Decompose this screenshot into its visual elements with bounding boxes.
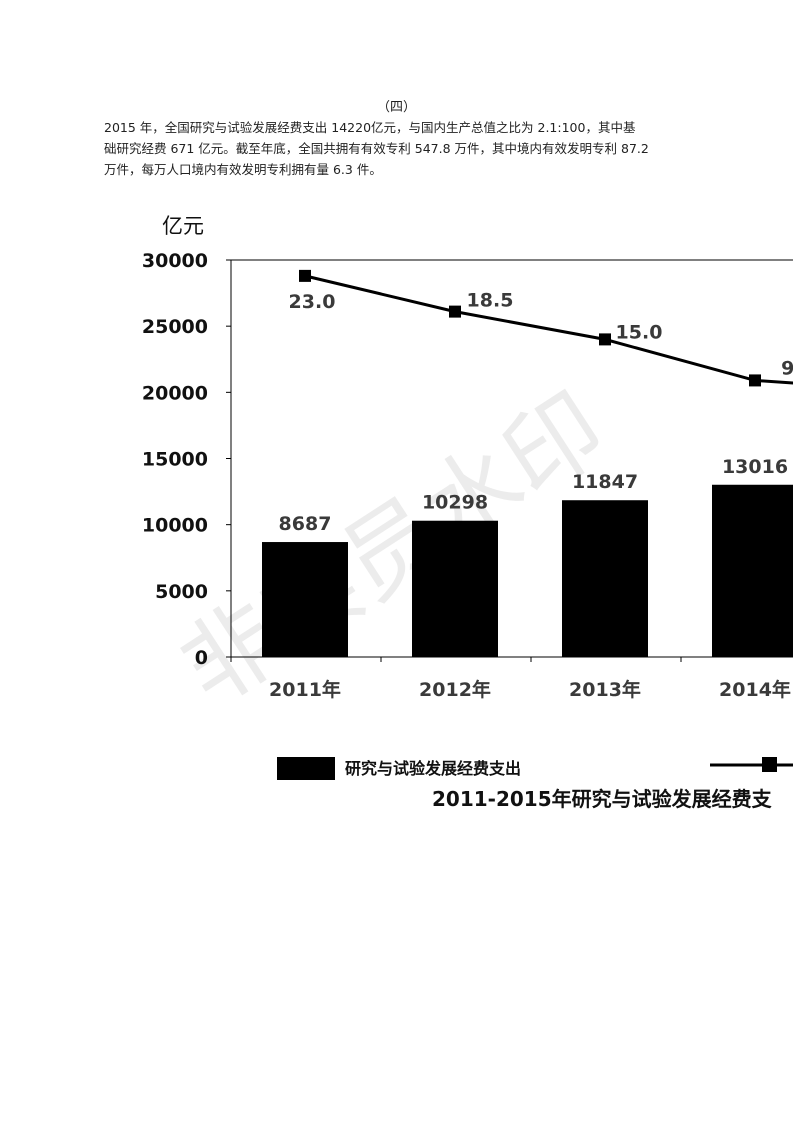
line-data-label: 15.0: [616, 321, 663, 343]
x-axis: 2011年 2012年 2013年 2014年: [230, 657, 791, 701]
y-tick-label: 30000: [142, 250, 208, 272]
line-marker: [749, 374, 761, 387]
y-axis-unit: 亿元: [162, 214, 204, 238]
line-path: [304, 274, 793, 385]
y-tick-label: 15000: [142, 449, 208, 471]
bar: [712, 484, 793, 657]
line-data-label: 18.5: [467, 290, 514, 312]
x-tick-label: 2011年: [269, 678, 341, 701]
line-data-label: 23.0: [289, 291, 336, 313]
line-series: 23.0 18.5 15.0 9.9: [289, 269, 793, 387]
bar: [562, 500, 648, 657]
legend-bar-label: 研究与试验发展经费支出: [345, 759, 521, 778]
y-tick-label: 20000: [142, 382, 208, 404]
bar: [412, 520, 498, 657]
paragraph-line-3: 万件，每万人口境内有效发明专利拥有量 6.3 件。: [104, 162, 382, 177]
x-tick-label: 2014年: [719, 678, 791, 701]
x-tick-label: 2012年: [419, 678, 491, 701]
line-marker: [449, 305, 461, 318]
legend: 研究与试验发展经费支出: [277, 757, 793, 780]
bar-series: 8687 10298 11847 13016: [262, 456, 793, 657]
y-axis: 30000 25000 20000 15000 10000 5000 0: [142, 250, 231, 669]
chart-title: 2011-2015年研究与试验发展经费支: [432, 787, 773, 811]
y-tick-label: 10000: [142, 515, 208, 537]
x-tick-label: 2013年: [569, 678, 641, 701]
paragraph-line-2: 础研究经费 671 亿元。截至年底，全国共拥有有效专利 547.8 万件，其中境…: [104, 141, 649, 156]
bar-data-label: 8687: [279, 513, 332, 535]
line-marker: [299, 269, 311, 282]
y-tick-label: 25000: [142, 316, 208, 338]
bar-data-label: 10298: [422, 492, 488, 514]
bar-data-label: 11847: [572, 471, 638, 493]
intro-paragraph: 2015 年，全国研究与试验发展经费支出 14220亿元，与国内生产总值之比为 …: [104, 117, 704, 180]
y-tick-label: 5000: [155, 581, 208, 603]
bar: [262, 542, 348, 657]
line-data-label: 9.9: [781, 357, 793, 379]
line-marker: [599, 333, 611, 346]
legend-bar-swatch: [277, 757, 335, 780]
legend-line-marker: [762, 757, 777, 772]
bar-data-label: 13016: [722, 456, 788, 478]
paragraph-line-1: 2015 年，全国研究与试验发展经费支出 14220亿元，与国内生产总值之比为 …: [104, 120, 636, 135]
y-tick-label: 0: [195, 647, 208, 669]
section-heading: （四）: [376, 100, 416, 115]
